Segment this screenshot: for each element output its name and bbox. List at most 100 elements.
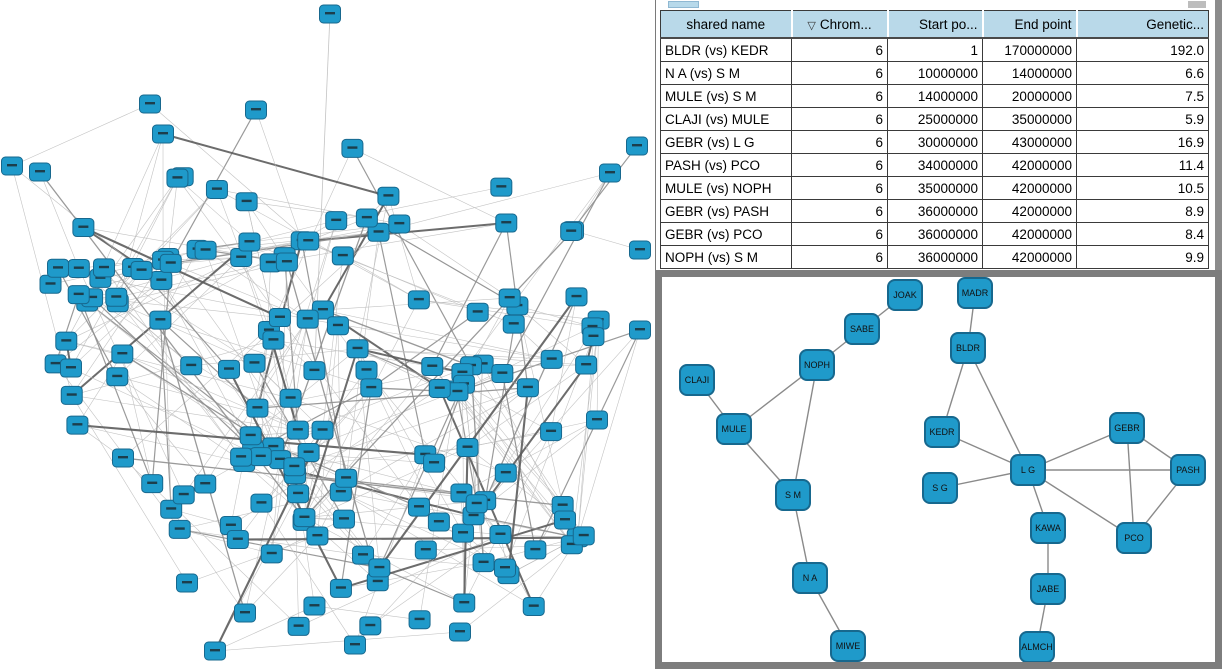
graph-node[interactable] [629, 320, 651, 340]
graph-node[interactable] [238, 232, 261, 252]
table-cell[interactable]: 35000000 [887, 176, 983, 200]
graph-node[interactable] [66, 415, 89, 435]
graph-node[interactable] [297, 443, 320, 463]
graph-node[interactable] [67, 258, 90, 278]
table-cell[interactable]: 35000000 [982, 107, 1077, 131]
graph-node[interactable] [495, 213, 518, 233]
graph-node[interactable] [59, 358, 82, 378]
graph-edge[interactable] [473, 319, 599, 516]
table-cell[interactable]: 6 [791, 222, 888, 246]
graph-node[interactable] [329, 578, 352, 598]
table-cell[interactable]: 25000000 [887, 107, 983, 131]
graph-node[interactable] [626, 136, 648, 156]
graph-edge[interactable] [294, 447, 468, 468]
network-node-joak[interactable]: JOAK [887, 279, 923, 311]
graph-node[interactable] [377, 186, 400, 206]
dense-network-canvas[interactable] [0, 0, 655, 669]
column-header-end-point[interactable]: End point [982, 10, 1078, 39]
column-header-start-point[interactable]: Start po... [887, 10, 984, 39]
graph-node[interactable] [554, 510, 576, 530]
graph-edge[interactable] [71, 339, 274, 396]
column-header-chromosome[interactable]: ▽ Chrom... [791, 10, 889, 39]
graph-edge[interactable] [476, 503, 535, 607]
network-node-lg[interactable]: L G [1010, 454, 1046, 486]
table-cell[interactable]: PASH (vs) PCO [660, 153, 792, 177]
table-cell[interactable]: 6 [791, 199, 888, 223]
graph-node[interactable] [55, 331, 78, 351]
graph-node[interactable] [160, 499, 183, 519]
graph-node[interactable] [586, 410, 608, 430]
graph-node[interactable] [456, 437, 479, 457]
network-node-pco[interactable]: PCO [1116, 522, 1152, 554]
filter-icon[interactable]: ▽ [807, 19, 816, 32]
graph-edge[interactable] [354, 454, 426, 646]
network-view-main[interactable] [0, 0, 655, 669]
network-node-kedr[interactable]: KEDR [924, 416, 960, 448]
graph-edge[interactable] [378, 172, 611, 233]
graph-edge[interactable] [351, 148, 472, 367]
graph-node[interactable] [344, 635, 366, 655]
graph-node[interactable] [47, 258, 70, 278]
graph-node[interactable] [414, 540, 437, 560]
table-cell[interactable]: 9.9 [1076, 245, 1209, 269]
graph-node[interactable] [540, 349, 563, 369]
graph-node[interactable] [352, 545, 375, 565]
table-cell[interactable]: MULE (vs) NOPH [660, 176, 792, 200]
network-node-sabe[interactable]: SABE [844, 313, 880, 345]
network-edge-BLDR-LG[interactable] [967, 347, 1029, 471]
network-node-pash[interactable]: PASH [1170, 454, 1206, 486]
graph-node[interactable] [306, 526, 329, 546]
graph-node[interactable] [540, 422, 563, 442]
graph-node[interactable] [246, 398, 269, 418]
graph-edge[interactable] [517, 305, 593, 328]
table-cell[interactable]: 36000000 [887, 199, 983, 223]
graph-node[interactable] [226, 530, 249, 550]
graph-node[interactable] [629, 240, 651, 260]
graph-edge[interactable] [507, 387, 529, 575]
graph-edge[interactable] [370, 534, 501, 627]
graph-edge[interactable] [342, 255, 420, 301]
horizontal-scrollbar[interactable] [656, 0, 1216, 10]
graph-node[interactable] [465, 494, 488, 514]
table-cell[interactable]: NOPH (vs) S M [660, 245, 792, 269]
graph-edge[interactable] [463, 384, 573, 545]
graph-node[interactable] [326, 316, 349, 336]
graph-edge[interactable] [304, 299, 420, 518]
table-cell[interactable]: CLAJI (vs) MULE [660, 107, 792, 131]
graph-node[interactable] [423, 453, 446, 473]
graph-edge[interactable] [237, 536, 578, 541]
graph-edge[interactable] [162, 260, 172, 510]
graph-edge[interactable] [467, 419, 598, 448]
graph-node[interactable] [287, 484, 310, 504]
graph-edge[interactable] [161, 280, 254, 451]
graph-edge[interactable] [244, 535, 318, 614]
graph-edge[interactable] [419, 389, 458, 620]
graph-edge[interactable] [462, 172, 611, 373]
graph-node[interactable] [150, 270, 173, 290]
table-row[interactable]: GEBR (vs) PASH 6 36000000 42000000 8.9 [660, 199, 1209, 223]
graph-edge[interactable] [117, 302, 255, 364]
network-edge-NOPH-SM[interactable] [792, 364, 818, 496]
table-cell[interactable]: 34000000 [887, 153, 983, 177]
table-cell[interactable]: 36000000 [887, 222, 983, 246]
graph-node[interactable] [408, 497, 431, 517]
graph-edge[interactable] [149, 103, 309, 242]
graph-node[interactable] [502, 314, 525, 334]
graph-node[interactable] [319, 4, 341, 24]
graph-edge[interactable] [77, 353, 123, 426]
graph-node[interactable] [141, 474, 164, 494]
graph-node[interactable] [239, 426, 262, 446]
graph-node[interactable] [355, 360, 378, 380]
graph-edge[interactable] [461, 419, 598, 494]
graph-edge[interactable] [279, 262, 288, 460]
table-cell[interactable]: 36000000 [887, 245, 983, 269]
graph-node[interactable] [243, 353, 266, 373]
column-header-shared-name[interactable]: shared name [660, 10, 793, 39]
graph-node[interactable] [575, 355, 598, 375]
graph-edge[interactable] [340, 491, 578, 539]
graph-edge[interactable] [122, 353, 298, 431]
graph-edge[interactable] [179, 529, 272, 555]
graph-edge[interactable] [55, 294, 80, 365]
table-cell[interactable]: 10.5 [1076, 176, 1209, 200]
graph-edge[interactable] [463, 431, 552, 604]
